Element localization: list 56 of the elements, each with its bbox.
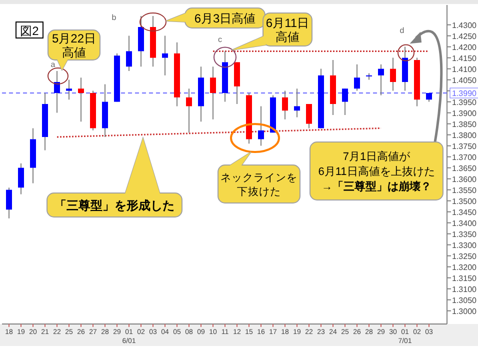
y-tick-label: 1.4250: [452, 32, 478, 41]
y-tick-label: 1.3650: [452, 164, 478, 173]
y-tick-label: 1.3850: [452, 120, 478, 129]
y-tick-label: 1.3300: [452, 240, 478, 250]
candlestick: [210, 66, 216, 120]
y-tick-label: 1.3100: [452, 284, 478, 294]
candlestick: [18, 162, 24, 195]
y-tick-label: 1.4100: [452, 64, 478, 74]
candlestick: [342, 88, 348, 116]
y-tick-label: 1.3550: [452, 186, 478, 195]
candlestick: [294, 88, 300, 118]
y-tick-label: 1.3150: [452, 274, 478, 283]
candlestick: [54, 70, 60, 114]
annotation: a: [50, 60, 56, 69]
candlestick: [6, 187, 12, 219]
y-tick-label: 1.3500: [452, 196, 478, 206]
annotation: d: [400, 26, 404, 35]
annotation: 6月11日高値: [266, 16, 310, 44]
candlestick: [258, 106, 264, 146]
y-tick-label: 1.3350: [452, 230, 478, 239]
y-tick-label: 1.4050: [452, 76, 478, 85]
candlestick: [162, 35, 168, 76]
ref-line-label: 1.3990: [452, 89, 478, 98]
candlestick: [390, 57, 396, 92]
y-tick-label: 1.3600: [452, 174, 478, 184]
candlestick: [378, 64, 384, 96]
y-tick-label: 1.4200: [452, 42, 478, 52]
candlestick: [126, 35, 132, 72]
y-tick-label: 1.3750: [452, 142, 478, 151]
annotation: b: [112, 13, 117, 22]
candlestick: [354, 64, 360, 92]
candlestick: [366, 72, 372, 80]
candlestick: [306, 104, 312, 129]
candlestick: [66, 79, 72, 100]
y-tick-label: 1.3400: [452, 218, 478, 228]
candlestick: [186, 88, 192, 134]
y-tick-label: 1.3900: [452, 108, 478, 118]
annotation: ネックラインを下抜けた: [220, 172, 298, 198]
y-tick-label: 1.3950: [452, 98, 478, 107]
y-tick-label: 1.3000: [452, 306, 478, 316]
y-tick-label: 1.3250: [452, 252, 478, 261]
candlestick: [282, 90, 288, 120]
annotation: c: [218, 35, 222, 44]
annotation: 7月1日高値が6月11日高値を上抜けた→「三尊型」は崩壊？: [318, 150, 435, 194]
annotation: 図2: [20, 24, 40, 38]
candlestick: [78, 77, 84, 122]
annotation: 「三尊型」を形成した: [54, 198, 174, 213]
y-tick-label: 1.3700: [452, 152, 478, 162]
y-tick-label: 1.3800: [452, 130, 478, 140]
y-tick-label: 1.3050: [452, 296, 478, 305]
y-tick-label: 1.3450: [452, 208, 478, 217]
y-tick-label: 1.4150: [452, 54, 478, 63]
annotation: 6月3日高値: [194, 12, 256, 26]
annotation: 5月22日高値: [52, 32, 96, 60]
y-tick-label: 1.4300: [452, 20, 478, 30]
y-tick-label: 1.3200: [452, 262, 478, 272]
